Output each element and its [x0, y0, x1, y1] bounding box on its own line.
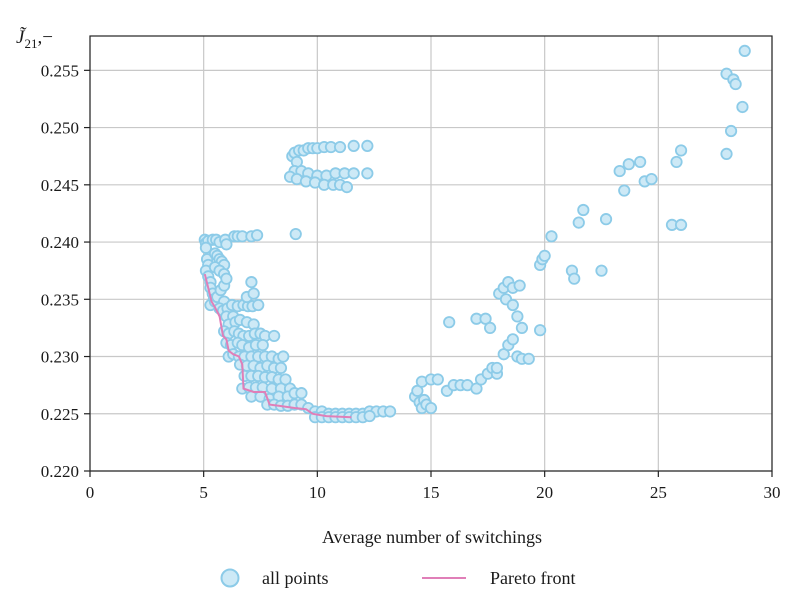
data-point — [490, 361, 504, 375]
y-axis-label-main: J̃ — [16, 27, 27, 48]
data-point — [595, 264, 608, 277]
x-tick-label: 30 — [764, 483, 781, 502]
data-point — [515, 321, 529, 335]
data-point — [513, 279, 526, 292]
y-axis-label-sub: 21 — [24, 36, 37, 51]
data-point — [424, 401, 438, 415]
data-point — [506, 298, 519, 312]
data-point — [674, 218, 688, 231]
x-tick-label: 25 — [650, 483, 667, 502]
data-point — [431, 373, 444, 386]
data-point — [538, 249, 551, 262]
data-point — [247, 287, 260, 300]
data-point — [484, 321, 497, 335]
data-point — [511, 310, 524, 323]
data-point — [622, 158, 635, 171]
data-point — [618, 184, 631, 197]
y-tick-label: 0.230 — [41, 348, 79, 367]
data-point — [340, 181, 353, 194]
y-tick-label: 0.225 — [41, 405, 79, 424]
x-tick-label: 10 — [309, 483, 326, 502]
data-point — [220, 272, 233, 285]
data-point — [670, 155, 683, 169]
data-point — [245, 276, 258, 289]
x-tick-label: 0 — [86, 483, 95, 502]
y-tick-label: 0.235 — [41, 290, 79, 309]
y-tick-label: 0.250 — [41, 119, 79, 138]
data-point — [613, 164, 626, 178]
x-tick-label: 20 — [536, 483, 553, 502]
y-tick-label: 0.240 — [41, 233, 79, 252]
data-point — [443, 316, 456, 329]
series-all-points — [198, 44, 751, 424]
data-point — [274, 361, 288, 375]
data-point — [361, 139, 374, 152]
x-axis-label: Average number of switchings — [322, 527, 542, 547]
plot-area — [198, 44, 751, 424]
data-point — [572, 216, 585, 229]
data-point — [599, 213, 613, 226]
data-point — [268, 329, 281, 343]
data-point — [736, 100, 749, 114]
data-point — [256, 338, 269, 352]
data-point — [333, 140, 347, 154]
data-point — [199, 241, 213, 254]
data-point — [724, 124, 738, 138]
x-tick-label: 5 — [199, 483, 208, 502]
data-point — [729, 77, 742, 91]
data-point — [674, 144, 688, 157]
legend-label-all-points: all points — [262, 568, 329, 588]
data-point — [363, 409, 376, 423]
data-point — [634, 155, 647, 169]
pareto-front-line — [203, 273, 352, 419]
x-tick-label: 15 — [423, 483, 440, 502]
data-point — [289, 227, 302, 241]
data-point — [645, 172, 658, 186]
y-axis-label-rest: ,− — [37, 27, 52, 48]
data-point — [277, 350, 290, 363]
legend: all points Pareto front — [220, 568, 575, 588]
data-point — [220, 238, 233, 251]
y-tick-label: 0.220 — [41, 462, 79, 481]
data-point — [383, 405, 397, 418]
data-point — [720, 147, 733, 161]
data-point — [577, 203, 590, 217]
data-point — [738, 44, 751, 57]
data-point — [295, 387, 308, 400]
axis-ticks: 0 5 10 15 20 25 30 0.220 0.225 0.230 0.235 0.240 0.2… — [41, 61, 781, 502]
data-point — [252, 298, 265, 312]
legend-label-pareto-front: Pareto front — [490, 568, 575, 588]
y-axis-label: J̃21,− — [16, 27, 53, 51]
data-point — [361, 167, 374, 180]
data-point — [534, 324, 547, 337]
data-point — [568, 272, 581, 285]
y-tick-label: 0.255 — [41, 61, 79, 80]
y-tick-label: 0.245 — [41, 176, 79, 195]
legend-marker-all-points — [220, 568, 240, 588]
data-point — [250, 229, 264, 242]
data-point — [522, 352, 535, 365]
data-point — [347, 139, 360, 152]
data-point — [506, 333, 519, 346]
data-point — [545, 230, 558, 243]
data-point — [347, 167, 360, 180]
